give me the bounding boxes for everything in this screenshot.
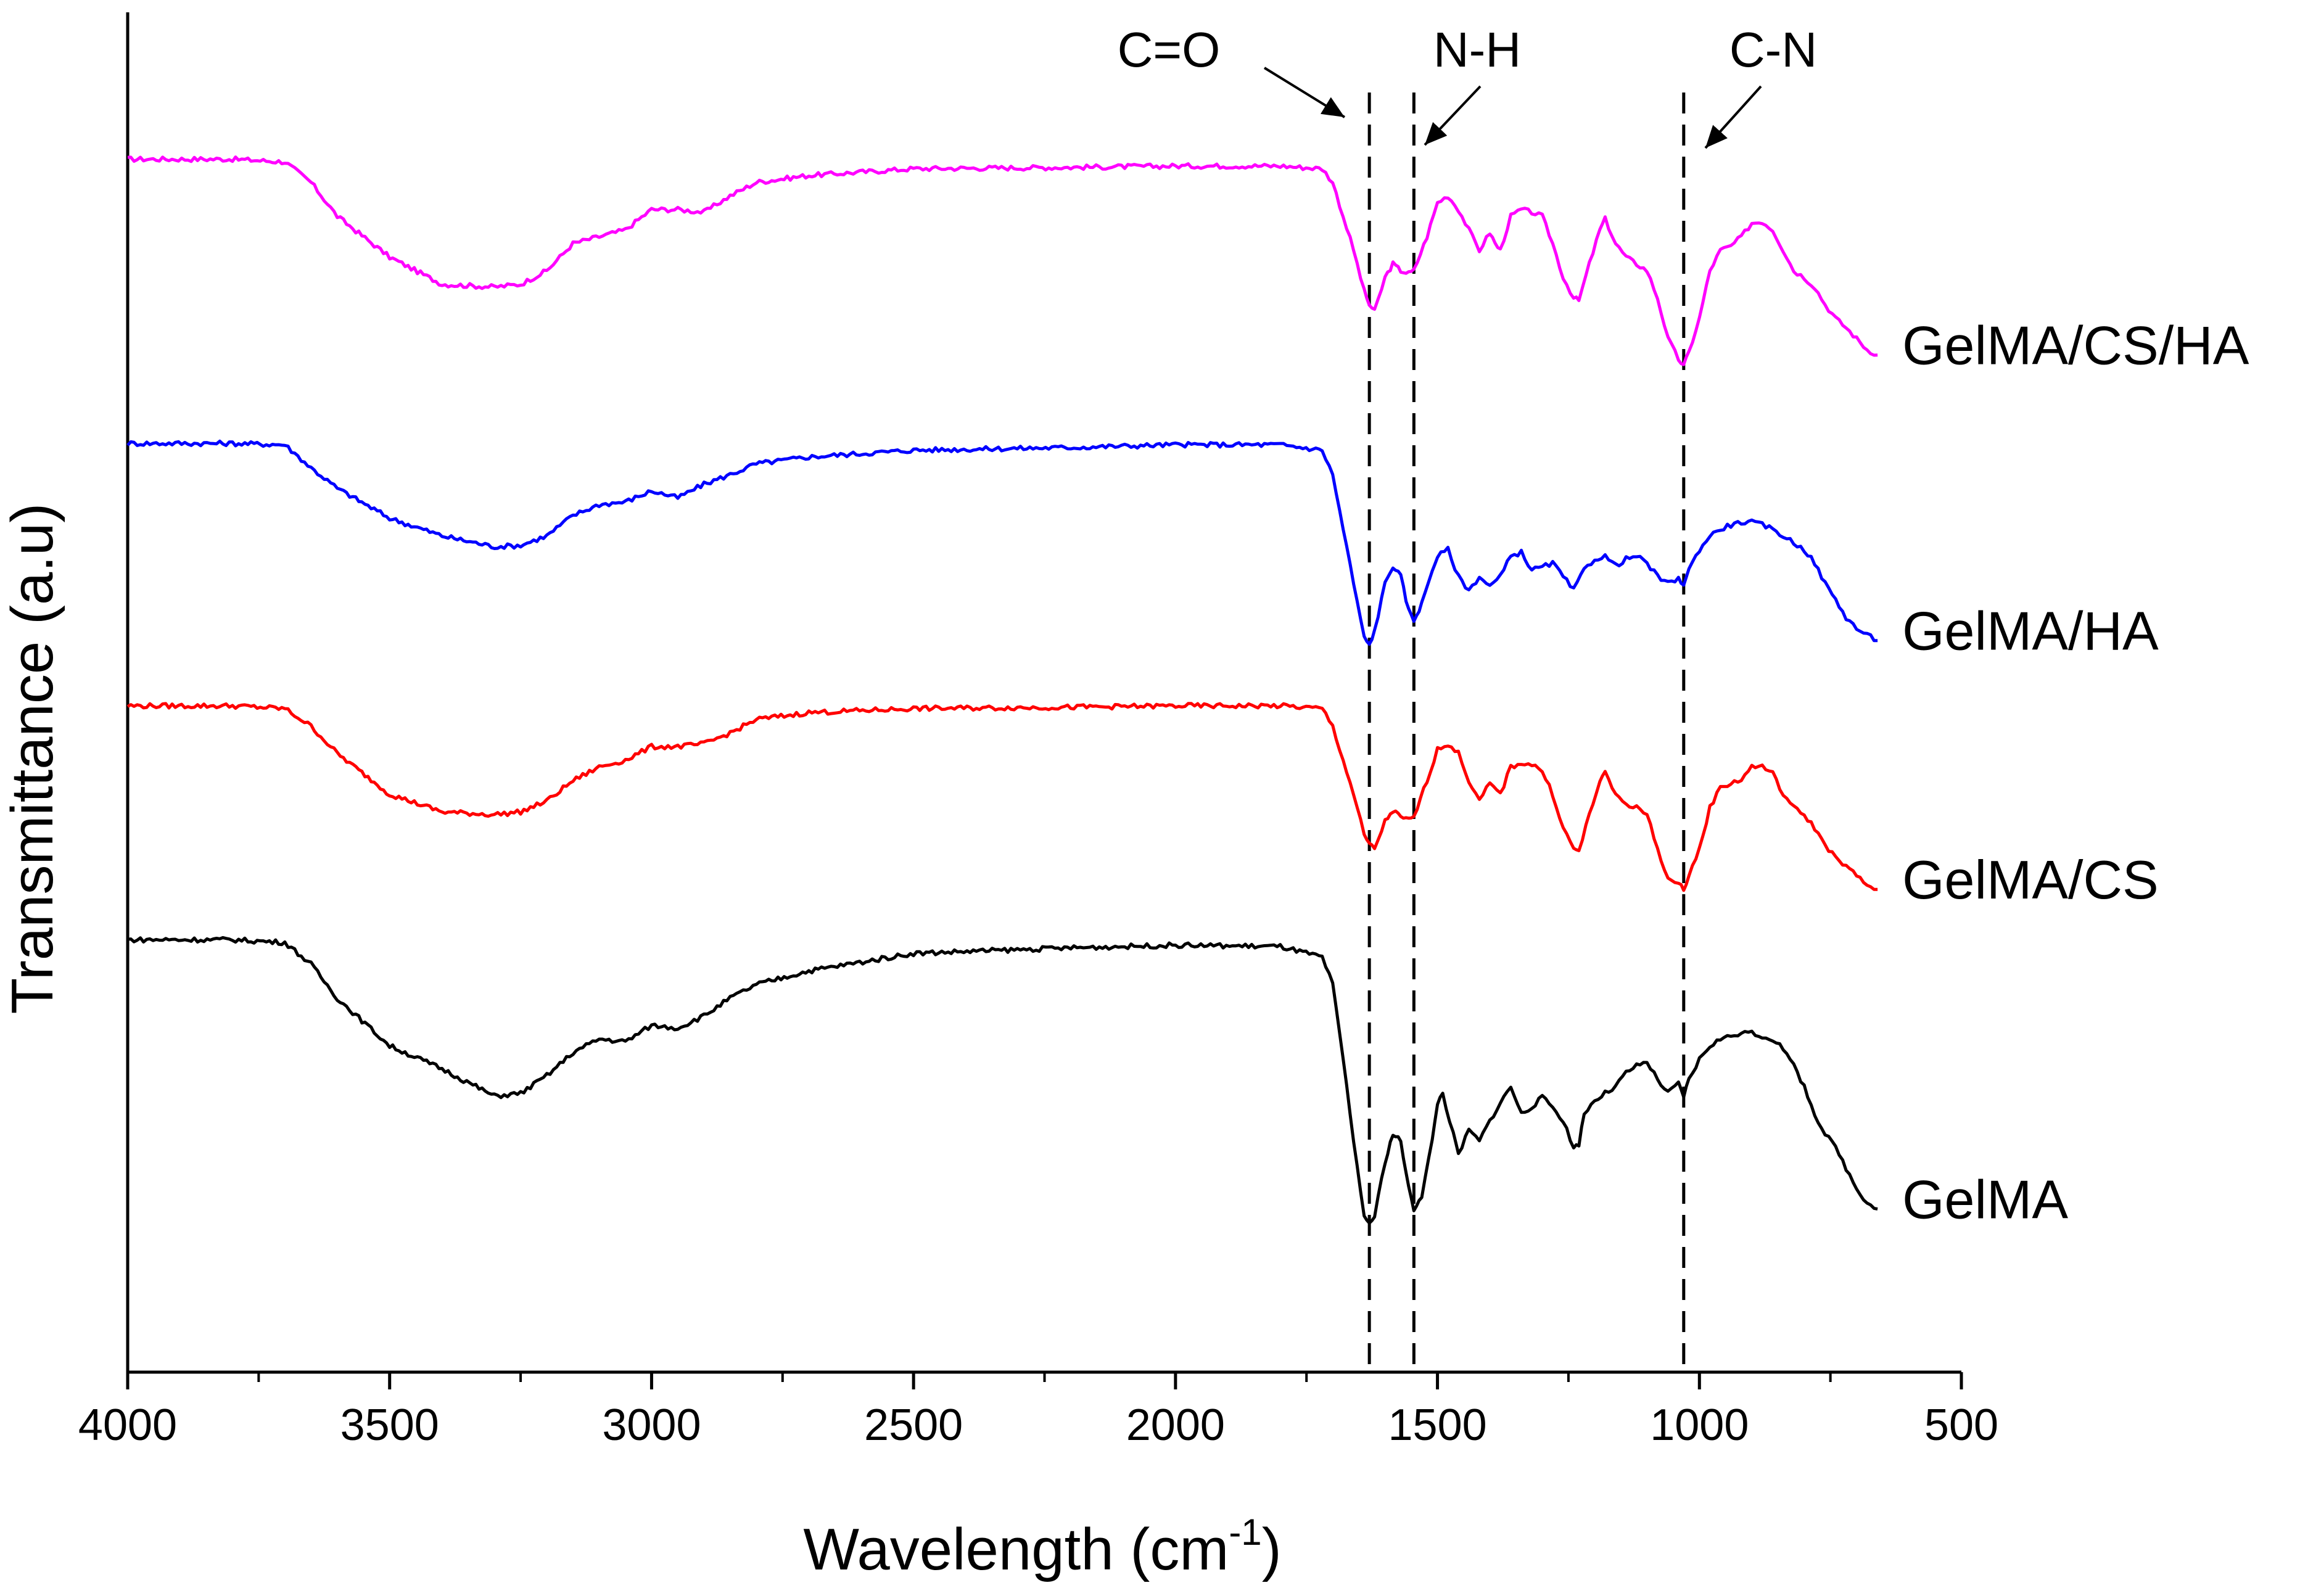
series-label-gelma-cs-ha: GelMA/CS/HA <box>1902 315 2249 376</box>
series-lines <box>126 155 1878 1225</box>
x-axis-label-superscript: -1 <box>1229 1512 1261 1553</box>
y-axis-label: Transmittance (a.u) <box>0 503 65 1014</box>
band-label-n-h: N-H <box>1433 22 1521 77</box>
band-arrow <box>1424 85 1482 146</box>
series-line-gelma-cs <box>126 702 1878 892</box>
band-arrow <box>1704 85 1762 149</box>
x-tick-label: 3500 <box>340 1401 439 1450</box>
x-tick-label: 2000 <box>1126 1401 1225 1450</box>
x-axis-label: Wavelength (cm-1) <box>803 1512 1281 1582</box>
axes: 4000 3500 3000 2500 2000 1500 1000 500 <box>78 12 1998 1450</box>
series-line-gelma-cs-ha <box>127 155 1878 366</box>
series-label-gelma-ha: GelMA/HA <box>1902 601 2159 662</box>
x-axis-label-main: Wavelength (cm <box>803 1516 1229 1582</box>
reference-lines: C=O N-H C-N <box>1118 22 1817 1372</box>
x-tick-label: 1000 <box>1650 1401 1749 1450</box>
series-line-gelma <box>127 936 1878 1225</box>
series-line-gelma-ha <box>126 439 1878 646</box>
x-tick-label: 4000 <box>78 1401 177 1450</box>
labels: GelMA/CS/HA GelMA/HA GelMA/CS GelMA <box>1902 315 2249 1230</box>
x-tick-label: 2500 <box>864 1401 963 1450</box>
x-tick-label: 500 <box>1924 1401 1998 1450</box>
band-label-c-n: C-N <box>1729 22 1817 77</box>
series-label-gelma: GelMA <box>1902 1169 2068 1230</box>
x-tick-label: 1500 <box>1388 1401 1486 1450</box>
series-label-gelma-cs: GelMA/CS <box>1902 849 2159 910</box>
band-label-ceqo: C=O <box>1118 22 1221 77</box>
band-arrow <box>1263 67 1346 118</box>
x-axis-label-close: ) <box>1262 1516 1282 1582</box>
x-tick-label: 3000 <box>602 1401 701 1450</box>
